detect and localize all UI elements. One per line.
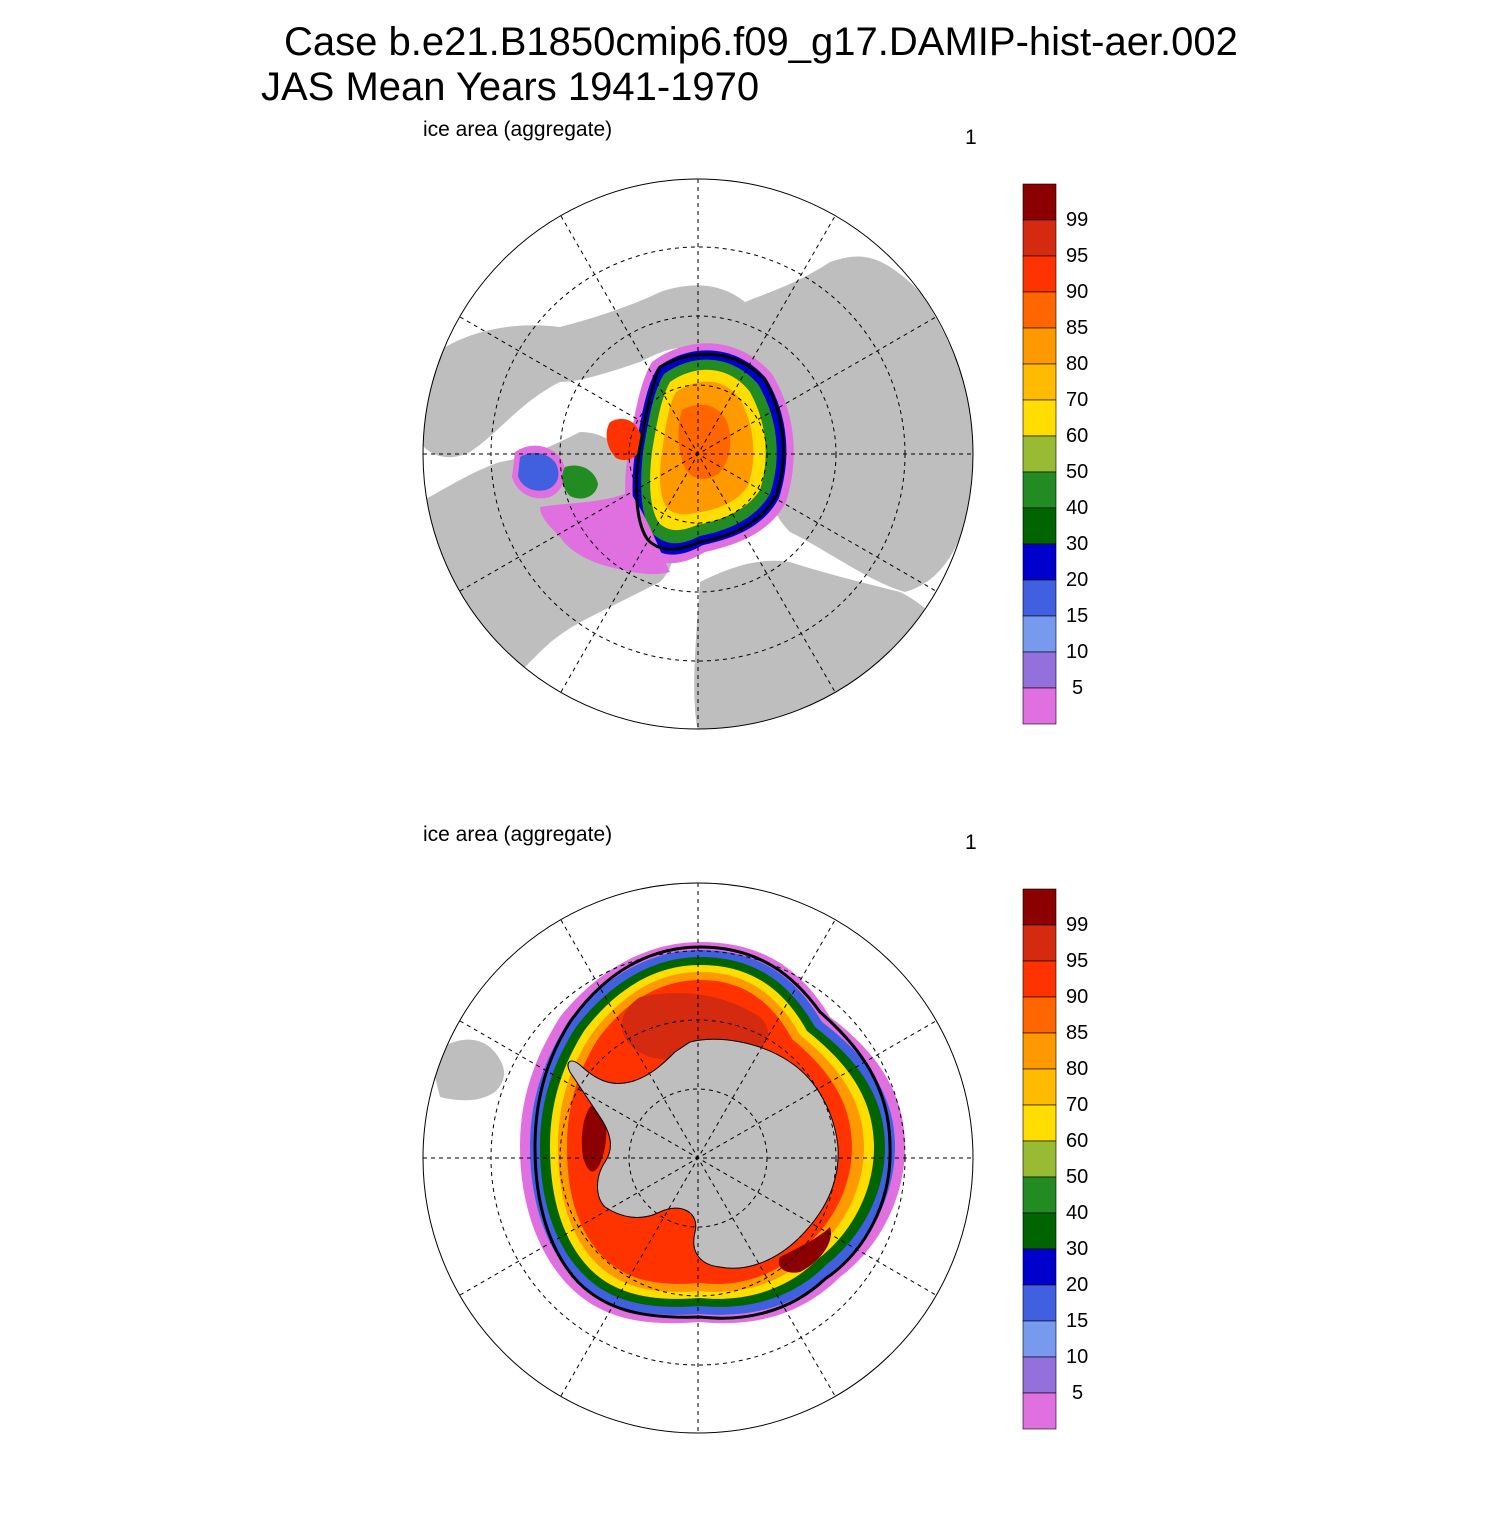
arctic-polar-map (422, 178, 1057, 730)
colorbar-tick-label: 10 (1066, 641, 1089, 663)
colorbar (1022, 183, 1057, 725)
colorbar-swatch (1022, 1212, 1057, 1250)
colorbar-tick-label: 20 (1066, 1274, 1089, 1296)
colorbar-swatch (1022, 1176, 1057, 1214)
colorbar-swatch (1022, 651, 1057, 689)
observed-ice-edge (634, 352, 785, 551)
colorbar-swatch (1022, 183, 1057, 221)
colorbar-swatch (1022, 888, 1057, 926)
colorbar-tick-label: 30 (1066, 533, 1089, 555)
variable-label: ice area (aggregate) (423, 118, 613, 141)
colorbar-tick-label: 50 (1066, 461, 1089, 483)
colorbar-swatch (1022, 471, 1057, 509)
colorbar-tick-label: 30 (1066, 1238, 1089, 1260)
colorbar-swatch (1022, 1032, 1057, 1070)
colorbar-swatch (1022, 543, 1057, 581)
figure-title-period: JAS Mean Years 1941-1970 (261, 65, 760, 109)
colorbar-swatch (1022, 924, 1057, 962)
colorbar-swatch (1022, 291, 1057, 329)
colorbar-swatch (1022, 219, 1057, 257)
colorbar-tick-label: 40 (1066, 1202, 1089, 1224)
colorbar-swatch (1022, 1392, 1057, 1430)
colorbar-tick-label: 60 (1066, 1130, 1089, 1152)
colorbar-tick-label: 70 (1066, 389, 1089, 411)
land-asia (423, 256, 973, 592)
colorbar-swatch (1022, 327, 1057, 365)
units-label: 1 (965, 831, 977, 854)
figure-title-case: Case b.e21.B1850cmip6.f09_g17.DAMIP-hist… (284, 20, 1238, 64)
colorbar-swatch (1022, 1356, 1057, 1394)
colorbar-swatch (1022, 1248, 1057, 1286)
colorbar-tick-label: 15 (1066, 1310, 1089, 1332)
colorbar-tick-label: 99 (1066, 914, 1089, 936)
colorbar-tick-label: 80 (1066, 353, 1089, 375)
colorbar-swatch (1022, 1284, 1057, 1322)
map-boundary (422, 882, 974, 1434)
colorbar-swatch (1022, 435, 1057, 473)
colorbar-tick-label: 80 (1066, 1058, 1089, 1080)
map-boundary (422, 178, 974, 730)
arctic-sea-ice (512, 343, 794, 575)
colorbar-tick-label: 10 (1066, 1346, 1089, 1368)
colorbar-tick-label: 50 (1066, 1166, 1089, 1188)
colorbar-tick-label: 90 (1066, 281, 1089, 303)
variable-label: ice area (aggregate) (423, 823, 613, 846)
colorbar-swatch (1022, 1068, 1057, 1106)
colorbar-tick-label: 95 (1066, 950, 1089, 972)
colorbar-tick-label: 99 (1066, 209, 1089, 231)
colorbar (1022, 888, 1057, 1430)
colorbar-swatch (1022, 1140, 1057, 1178)
colorbar-tick-label: 15 (1066, 605, 1089, 627)
colorbar-tick-label: 40 (1066, 497, 1089, 519)
land-antarctica (567, 1038, 839, 1269)
colorbar-tick-label: 20 (1066, 569, 1089, 591)
graticule (423, 883, 973, 1433)
colorbar-swatch (1022, 615, 1057, 653)
colorbar-swatch (1022, 399, 1057, 437)
land-south-america (430, 1039, 505, 1101)
colorbar-tick-label: 70 (1066, 1094, 1089, 1116)
colorbar-tick-label: 95 (1066, 245, 1089, 267)
observed-ice-edge (533, 945, 892, 1320)
colorbar-tick-label: 60 (1066, 425, 1089, 447)
colorbar-swatch (1022, 507, 1057, 545)
colorbar-swatch (1022, 579, 1057, 617)
colorbar-swatch (1022, 996, 1057, 1034)
antarctic-polar-map (422, 882, 1057, 1434)
colorbar-tick-label: 5 (1072, 1382, 1084, 1404)
colorbar-tick-label: 85 (1066, 1022, 1089, 1044)
colorbar-swatch (1022, 255, 1057, 293)
antarctic-map-panel: ice area (aggregate) 1 (0, 817, 1500, 1532)
colorbar-swatch (1022, 687, 1057, 725)
colorbar-swatch (1022, 1104, 1057, 1142)
graticule (423, 179, 973, 729)
units-label: 1 (965, 126, 977, 149)
colorbar-tick-label: 90 (1066, 986, 1089, 1008)
colorbar-tick-label: 5 (1072, 677, 1084, 699)
colorbar-swatch (1022, 363, 1057, 401)
colorbar-swatch (1022, 960, 1057, 998)
arctic-map-panel: ice area (aggregate) 1 (0, 112, 1500, 827)
colorbar-swatch (1022, 1320, 1057, 1358)
colorbar-tick-label: 85 (1066, 317, 1089, 339)
